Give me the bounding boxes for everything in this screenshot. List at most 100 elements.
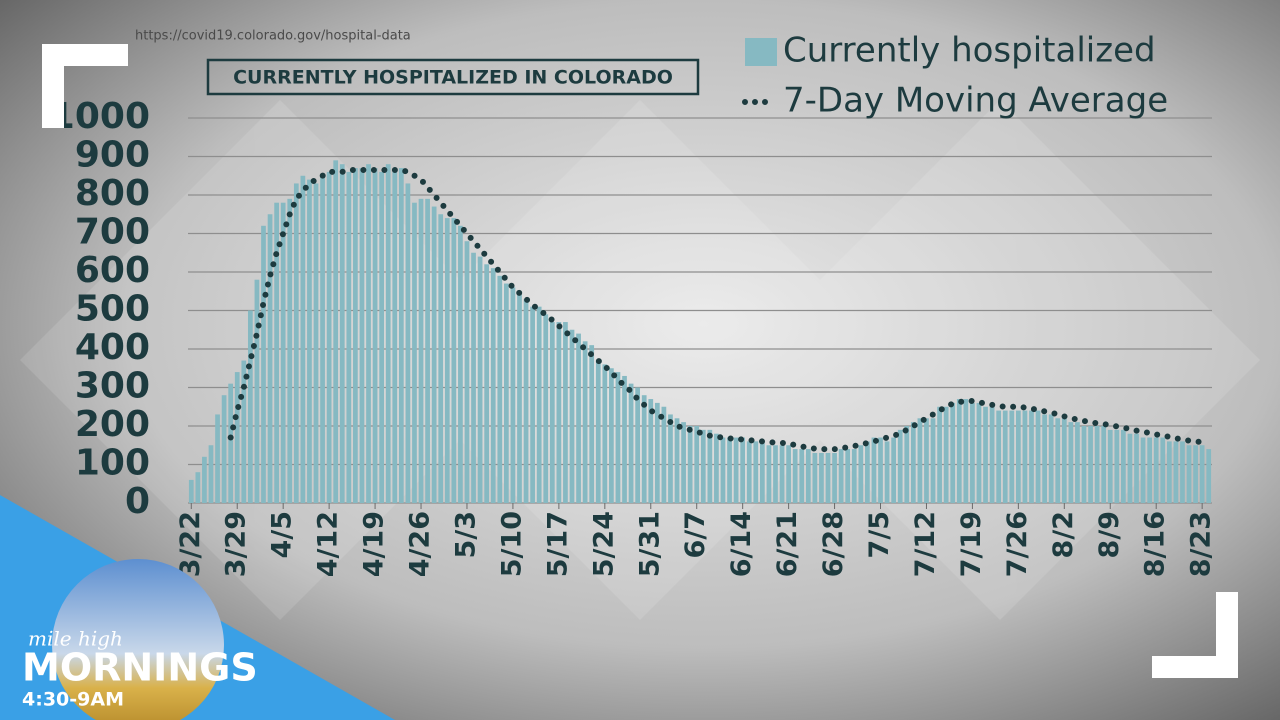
bar xyxy=(1048,414,1054,503)
bar xyxy=(727,437,732,503)
x-tick-label: 5/10 xyxy=(496,511,527,577)
bar xyxy=(930,418,936,503)
bar xyxy=(871,437,877,503)
bar xyxy=(1094,426,1100,503)
bar xyxy=(444,218,450,503)
bar xyxy=(510,287,516,503)
bar xyxy=(740,437,746,503)
bar xyxy=(845,449,851,503)
bar xyxy=(714,433,719,503)
x-tick-label: 8/2 xyxy=(1048,511,1079,558)
bar xyxy=(812,452,818,503)
bar xyxy=(720,437,726,503)
bar xyxy=(904,426,910,503)
bar xyxy=(648,399,654,503)
bar xyxy=(280,202,286,503)
x-tick-label: 6/28 xyxy=(818,511,849,577)
bar xyxy=(609,368,614,503)
bar xyxy=(379,171,385,503)
bar xyxy=(1180,441,1185,503)
bar xyxy=(1173,441,1179,503)
bar xyxy=(333,160,339,503)
bar xyxy=(897,429,903,503)
bar xyxy=(247,310,253,503)
bar xyxy=(595,360,601,503)
legend: Currently hospitalized 7-Day Moving Avera… xyxy=(742,31,1168,121)
bar xyxy=(530,306,535,503)
bar xyxy=(366,164,371,503)
moving-average-line xyxy=(227,166,1212,453)
bar xyxy=(832,452,837,503)
bar xyxy=(891,437,897,503)
bar xyxy=(668,414,673,503)
title-box xyxy=(206,58,700,96)
bar xyxy=(858,445,864,503)
bar xyxy=(438,214,444,503)
bar xyxy=(582,341,588,503)
bar xyxy=(1015,410,1021,503)
bar xyxy=(221,395,227,503)
bar xyxy=(188,479,194,503)
bar xyxy=(563,322,568,503)
bar xyxy=(576,333,581,503)
bar xyxy=(989,406,995,503)
bar xyxy=(287,198,293,503)
bar xyxy=(300,175,306,503)
bar xyxy=(392,168,398,504)
bar xyxy=(976,402,982,503)
bar xyxy=(799,449,805,503)
y-tick-label: 1000 xyxy=(50,96,150,137)
bar xyxy=(307,179,312,503)
bar xyxy=(208,445,214,503)
y-tick-label: 100 xyxy=(75,443,150,484)
x-tick-label: 6/7 xyxy=(680,511,711,558)
bar xyxy=(293,183,299,503)
bar xyxy=(1127,433,1133,503)
x-tick-label: 5/24 xyxy=(588,511,619,577)
x-tick-label: 5/17 xyxy=(542,511,573,577)
bar xyxy=(884,441,890,503)
y-tick-label: 700 xyxy=(75,212,150,253)
bar xyxy=(674,418,680,503)
y-tick-label: 400 xyxy=(75,327,150,368)
bar xyxy=(425,198,430,503)
bar xyxy=(477,256,483,503)
bar xyxy=(241,360,247,503)
bar xyxy=(346,171,352,503)
bar xyxy=(950,402,956,503)
bar xyxy=(497,275,503,503)
bar xyxy=(878,437,883,503)
bar xyxy=(412,202,417,503)
bar xyxy=(372,168,378,504)
bar xyxy=(195,472,201,503)
bar xyxy=(779,445,785,503)
bar xyxy=(602,364,608,503)
bar xyxy=(700,429,706,503)
bar xyxy=(1042,414,1047,503)
bar xyxy=(320,175,325,503)
bar xyxy=(1002,410,1008,503)
bar xyxy=(458,225,463,504)
show-name: mile high xyxy=(28,627,123,651)
bar xyxy=(661,406,667,503)
y-tick-label: 900 xyxy=(75,135,150,176)
bar xyxy=(398,168,404,504)
bar xyxy=(464,241,470,503)
bar xyxy=(228,383,234,503)
bar xyxy=(865,441,870,503)
x-tick-label: 4/12 xyxy=(313,511,344,577)
bar xyxy=(970,402,975,503)
y-tick-label: 0 xyxy=(125,481,150,522)
bar xyxy=(1193,445,1198,503)
bar xyxy=(471,252,476,503)
bar xyxy=(707,429,713,503)
bar xyxy=(937,406,942,503)
corner-bracket xyxy=(42,44,128,128)
bar xyxy=(202,456,207,503)
bar xyxy=(1035,410,1041,503)
bar xyxy=(1140,437,1146,503)
bar xyxy=(1199,445,1205,503)
bar xyxy=(1101,426,1107,503)
y-tick-label: 800 xyxy=(75,173,150,214)
